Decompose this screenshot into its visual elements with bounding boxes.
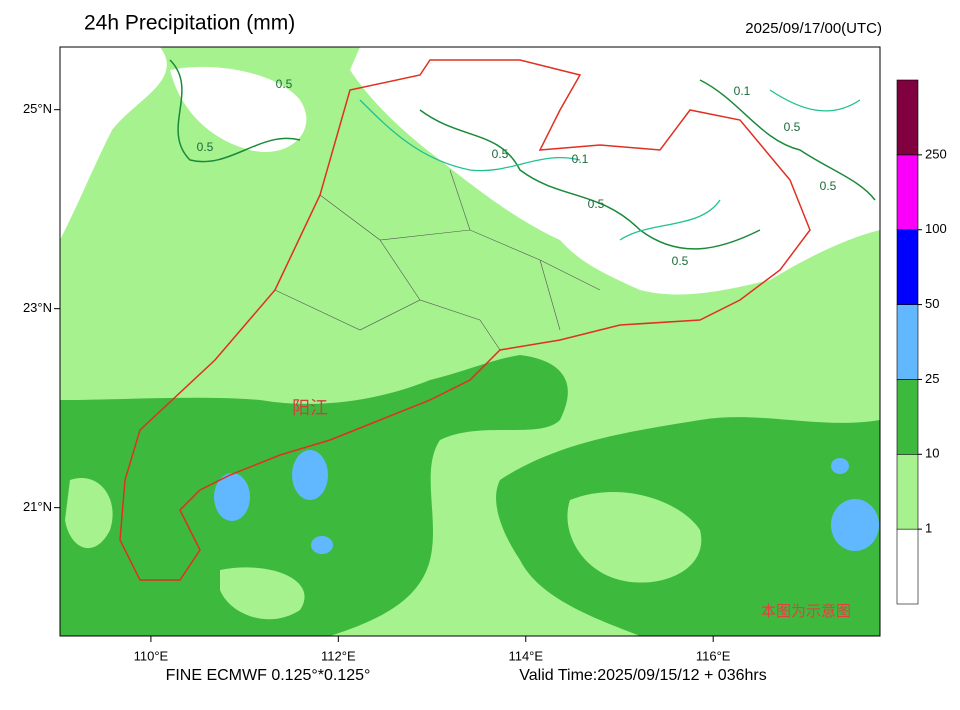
colorbar-box <box>896 453 919 530</box>
colorbar: 1 10 25 50 100 250 <box>896 79 947 605</box>
map-frame <box>59 46 881 637</box>
province-boundary <box>119 59 811 581</box>
intense-rain-patch <box>831 499 879 551</box>
x-tick-label: 110°E <box>134 648 169 663</box>
colorbar-label: 100 <box>925 221 947 236</box>
moderate-rain-patch <box>567 491 702 583</box>
model-info: FINE ECMWF 0.125°*0.125° <box>166 667 371 684</box>
colorbar-box <box>896 304 919 380</box>
contour-label: 0.5 <box>820 179 837 193</box>
county-boundary <box>274 169 601 351</box>
dry-region <box>350 47 880 295</box>
timestamp: 2025/09/17/00(UTC) <box>745 20 882 37</box>
colorbar-label: 50 <box>925 296 939 311</box>
contour-label: 0.1 <box>734 84 751 98</box>
moderate-rain-patch <box>65 478 113 549</box>
contour-label: 0.5 <box>784 120 801 134</box>
intense-rain-patch <box>214 473 250 521</box>
colorbar-box <box>896 379 919 455</box>
colorbar-label: 25 <box>925 371 939 386</box>
colorbar-box <box>896 79 919 156</box>
contour-label: 0.5 <box>672 254 689 268</box>
moderate-rain-patch <box>220 567 305 620</box>
x-tick-label: 114°E <box>508 648 543 663</box>
y-tick-label: 25°N <box>23 101 52 116</box>
dry-region <box>170 66 307 152</box>
colorbar-box <box>896 528 919 605</box>
contour-line <box>359 89 861 241</box>
contour-label: 0.1 <box>572 152 589 166</box>
valid-time: Valid Time:2025/09/15/12 + 036hrs <box>519 667 766 684</box>
contour-line <box>169 59 876 250</box>
disclaimer: 本图为示意图 <box>761 602 851 620</box>
place-label: 阳江 <box>292 398 328 418</box>
intense-rain-patch <box>311 536 333 554</box>
y-tick-label: 23°N <box>23 300 52 315</box>
colorbar-label: 10 <box>925 446 939 461</box>
y-tick-label: 21°N <box>23 499 52 514</box>
contour-label: 0.5 <box>492 147 509 161</box>
map-area: 阳江 本图为示意图 <box>59 46 881 637</box>
title: 24h Precipitation (mm) <box>84 12 295 35</box>
contour-label: 0.5 <box>276 77 293 91</box>
colorbar-box <box>896 154 919 231</box>
colorbar-label: 1 <box>925 521 932 536</box>
contour-label: 0.5 <box>588 197 605 211</box>
dry-region <box>60 47 167 240</box>
x-tick-label: 116°E <box>696 648 731 663</box>
intense-rain-patch <box>292 450 328 500</box>
intense-rain-patch <box>831 458 849 474</box>
colorbar-box <box>896 229 919 305</box>
colorbar-label: 250 <box>925 146 947 161</box>
contour-label: 0.5 <box>197 140 214 154</box>
x-tick-label: 112°E <box>321 648 356 663</box>
